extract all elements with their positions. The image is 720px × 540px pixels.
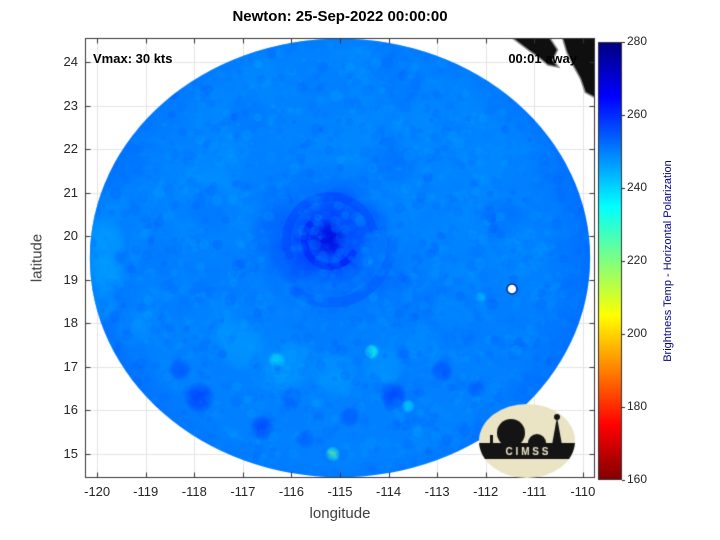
y-tick-label: 16: [63, 402, 78, 418]
x-tick-label: -120: [84, 484, 111, 499]
colorbar-tick-label: 260: [627, 107, 648, 121]
colorbar-label: Brightness Temp - Horizontal Polarizatio…: [662, 160, 674, 362]
colorbar-tick-label: 160: [627, 472, 648, 486]
y-tick-label: 24: [63, 53, 78, 69]
y-tick-label: 18: [63, 315, 78, 331]
y-tick-label: 23: [63, 97, 78, 113]
x-tick-label: -113: [424, 484, 450, 499]
x-tick-label: -114: [376, 484, 402, 499]
x-axis-label: longitude: [309, 505, 371, 522]
x-tick-label: -111: [522, 484, 547, 499]
x-tick-label: -116: [278, 484, 304, 499]
x-tick-label: -117: [230, 484, 256, 499]
plot-title: Newton: 25-Sep-2022 00:00:00: [232, 8, 448, 25]
y-tick-label: 20: [63, 228, 78, 244]
x-tick-label: -112: [473, 484, 499, 499]
eta-annotation: 00:01 away: [508, 51, 577, 66]
x-tick-label: -119: [133, 484, 159, 499]
colorbar-tick-label: 200: [627, 326, 648, 340]
colorbar-tick-label: 180: [627, 399, 648, 413]
x-tick-label: -115: [327, 484, 353, 499]
x-tick-label: -110: [570, 484, 596, 499]
vmax-annotation: Vmax: 30 kts: [93, 51, 173, 66]
x-tick-label: -118: [181, 484, 207, 499]
colorbar-tick-label: 280: [627, 34, 648, 48]
y-tick-label: 22: [63, 141, 78, 157]
colorbar-tick-label: 240: [627, 180, 648, 194]
y-tick-label: 19: [63, 271, 78, 287]
y-tick-label: 15: [63, 446, 78, 462]
colorbar-tick-label: 220: [627, 253, 648, 267]
y-tick-label: 17: [63, 358, 78, 374]
y-tick-label: 21: [63, 184, 78, 200]
